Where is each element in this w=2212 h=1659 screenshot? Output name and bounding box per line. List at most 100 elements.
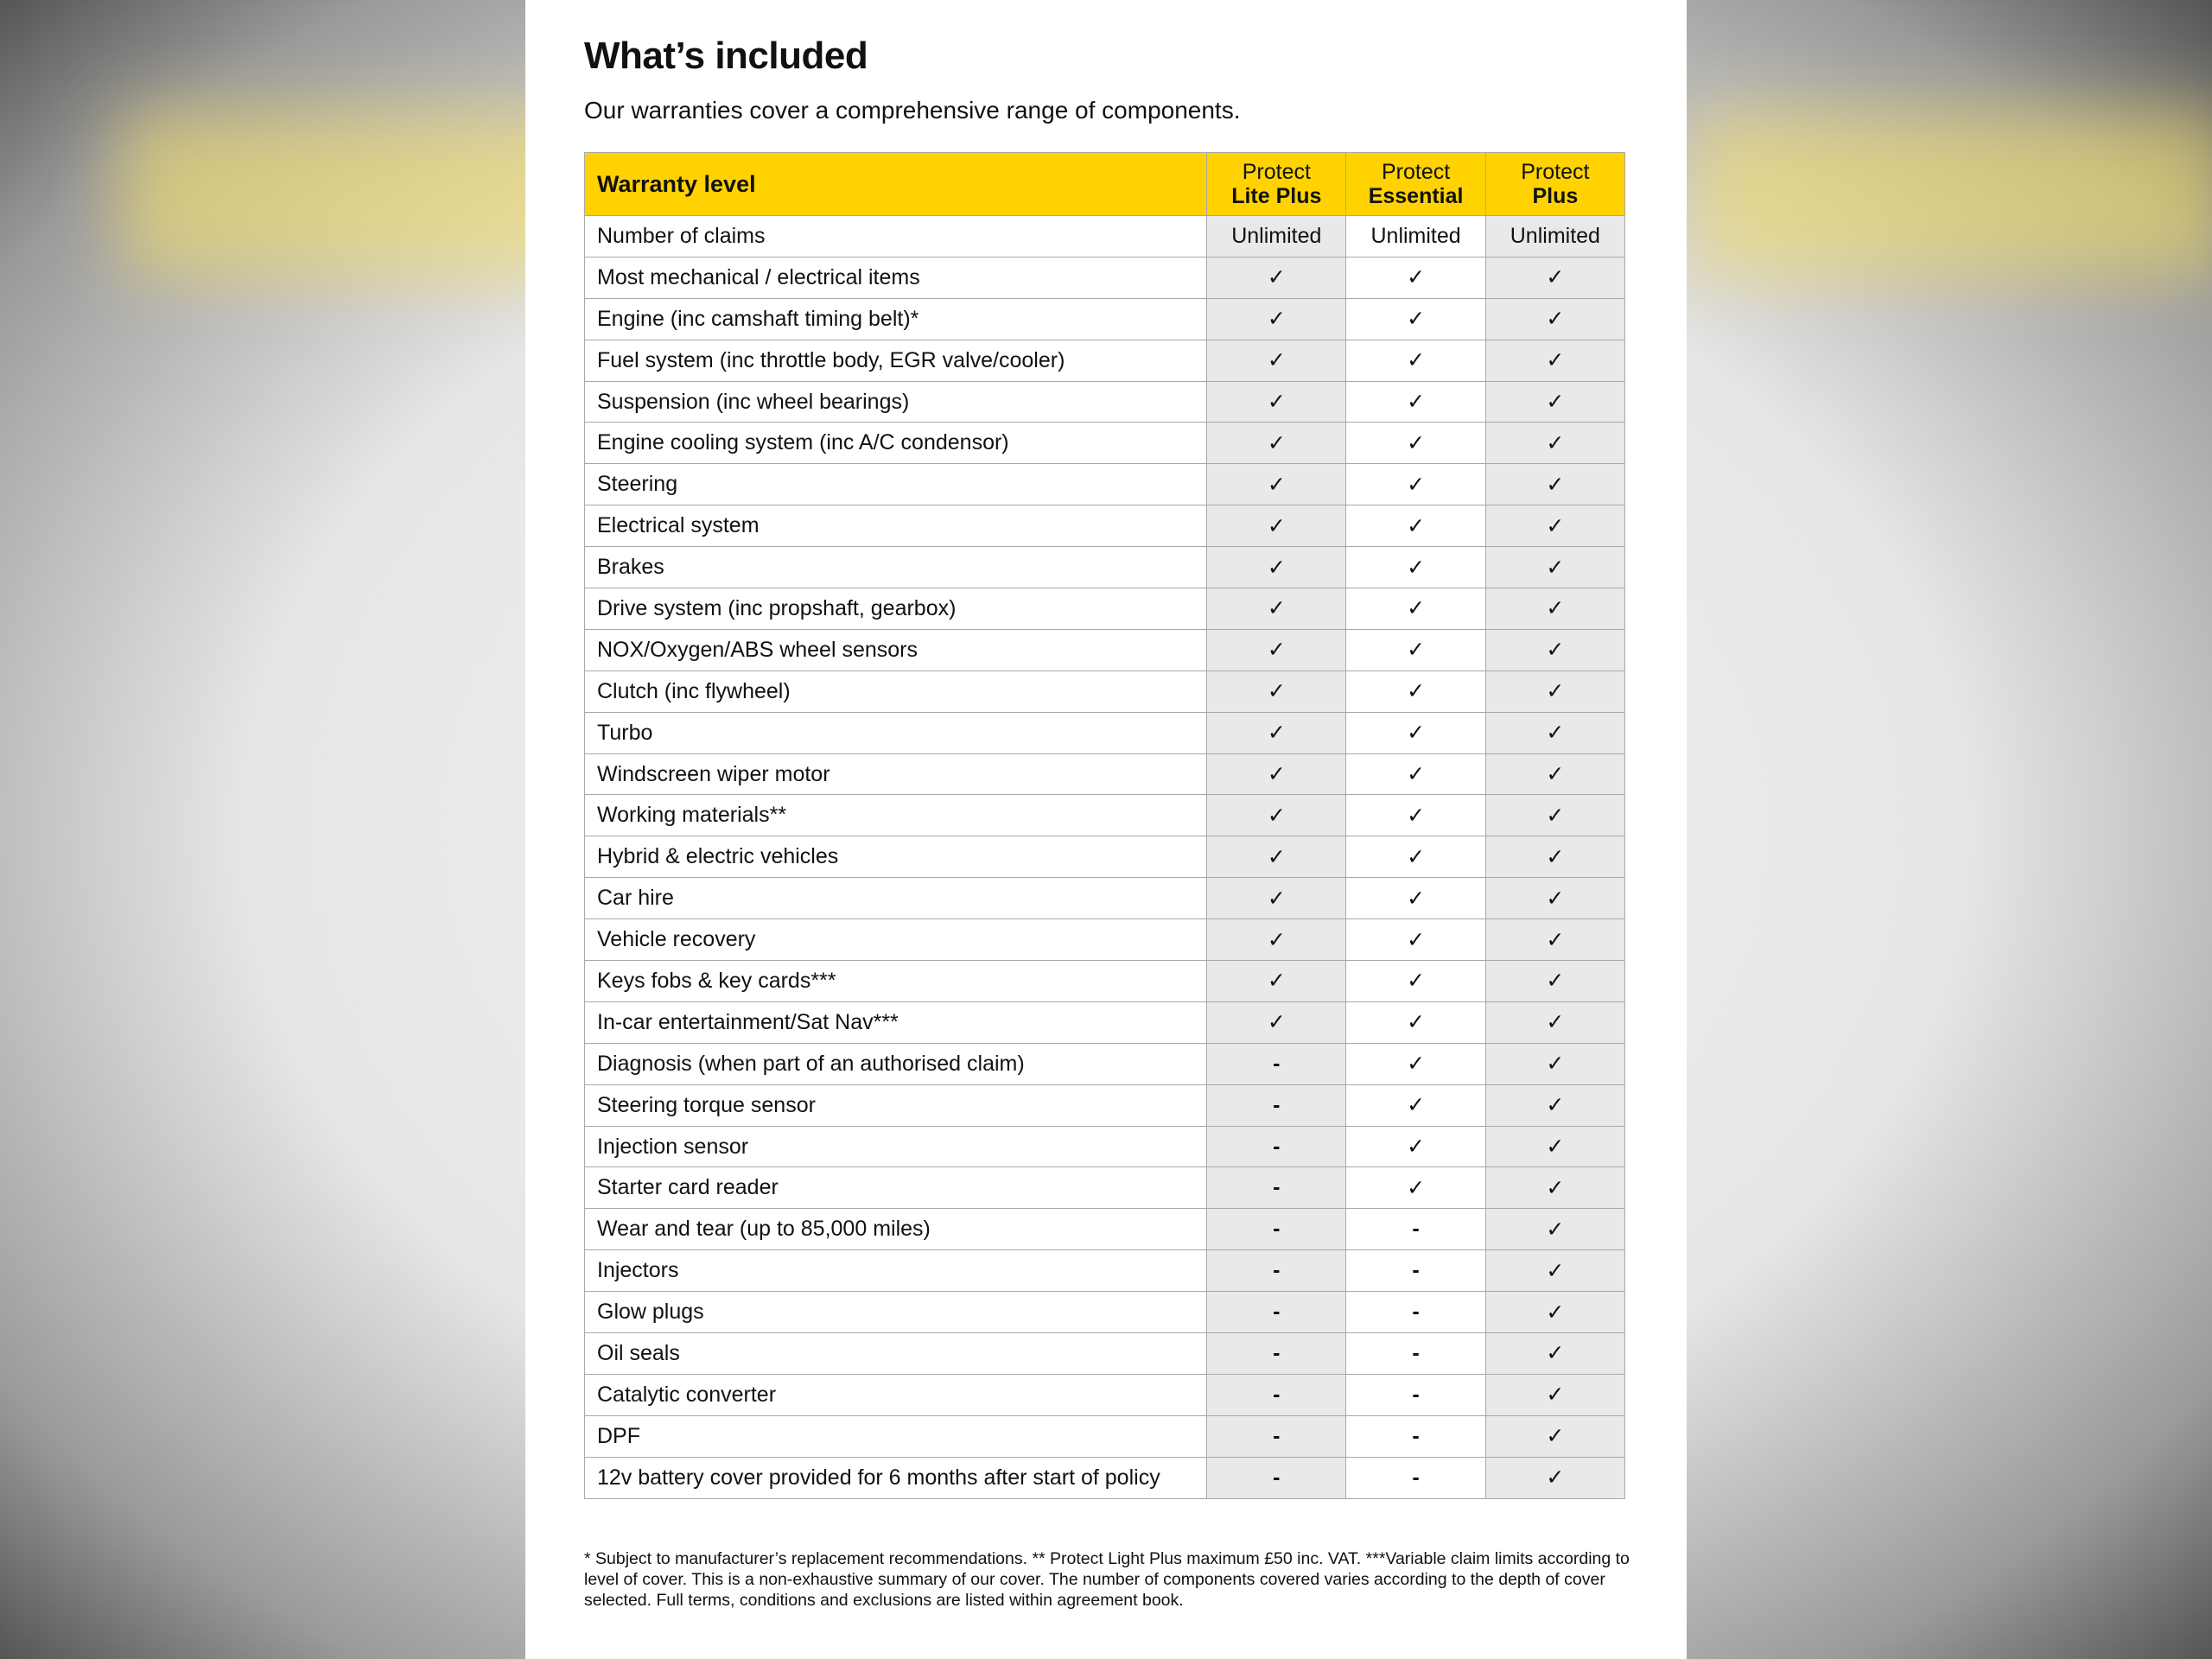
check-icon: ✓ [1484, 546, 1626, 589]
table-row: Fuel system (inc throttle body, EGR valv… [583, 339, 1626, 382]
check-icon: ✓ [1484, 1084, 1626, 1127]
row-label: Injectors [583, 1249, 1208, 1293]
row-label: In-car entertainment/Sat Nav*** [583, 1001, 1208, 1044]
check-icon: ✓ [1484, 1414, 1626, 1458]
check-icon: ✓ [1484, 1166, 1626, 1210]
table-row: DPF - - ✓ [583, 1414, 1626, 1458]
row-label: Glow plugs [583, 1291, 1208, 1334]
check-icon: ✓ [1484, 297, 1626, 340]
check-icon: ✓ [1484, 1208, 1626, 1251]
not-included-dash: - [1206, 1125, 1347, 1168]
check-icon: ✓ [1206, 794, 1347, 837]
check-icon: ✓ [1345, 1166, 1486, 1210]
table-row: Steering torque sensor - ✓ ✓ [583, 1084, 1626, 1127]
table-row: Most mechanical / electrical items ✓ ✓ ✓ [583, 256, 1626, 299]
cell-value: Unlimited [1484, 215, 1626, 257]
row-label: DPF [583, 1414, 1208, 1458]
row-label: Fuel system (inc throttle body, EGR valv… [583, 339, 1208, 382]
row-label: Wear and tear (up to 85,000 miles) [583, 1208, 1208, 1251]
check-icon: ✓ [1345, 463, 1486, 506]
check-icon: ✓ [1484, 960, 1626, 1002]
check-icon: ✓ [1206, 463, 1347, 506]
check-icon: ✓ [1484, 1001, 1626, 1044]
not-included-dash: - [1345, 1456, 1486, 1499]
check-icon: ✓ [1345, 546, 1486, 589]
row-label: Drive system (inc propshaft, gearbox) [583, 588, 1208, 630]
row-label: Starter card reader [583, 1166, 1208, 1210]
check-icon: ✓ [1345, 711, 1486, 754]
table-row: NOX/Oxygen/ABS wheel sensors ✓ ✓ ✓ [583, 628, 1626, 671]
check-icon: ✓ [1484, 339, 1626, 382]
plan-prefix: Protect [1381, 160, 1451, 184]
table-row: Engine (inc camshaft timing belt)* ✓ ✓ ✓ [583, 297, 1626, 340]
table-row: Drive system (inc propshaft, gearbox) ✓ ✓ ✓ [583, 588, 1626, 630]
header-plan-plus: Protect Plus [1484, 152, 1626, 216]
row-label: Most mechanical / electrical items [583, 256, 1208, 299]
not-included-dash: - [1206, 1373, 1347, 1416]
page-subtitle: Our warranties cover a comprehensive ran… [584, 97, 1241, 124]
check-icon: ✓ [1206, 918, 1347, 962]
row-label: Turbo [583, 711, 1208, 754]
check-icon: ✓ [1345, 753, 1486, 796]
row-label: 12v battery cover provided for 6 months … [583, 1456, 1208, 1499]
check-icon: ✓ [1345, 670, 1486, 713]
check-icon: ✓ [1345, 1042, 1486, 1085]
not-included-dash: - [1206, 1208, 1347, 1251]
check-icon: ✓ [1345, 1084, 1486, 1127]
row-label: Keys fobs & key cards*** [583, 960, 1208, 1002]
plan-name: Essential [1368, 184, 1464, 208]
table-row: Wear and tear (up to 85,000 miles) - - ✓ [583, 1208, 1626, 1251]
check-icon: ✓ [1484, 1125, 1626, 1168]
table-row: In-car entertainment/Sat Nav*** ✓ ✓ ✓ [583, 1001, 1626, 1044]
check-icon: ✓ [1206, 836, 1347, 879]
header-plan-essential: Protect Essential [1345, 152, 1486, 216]
row-label: Windscreen wiper motor [583, 753, 1208, 796]
table-header-row: Warranty level Protect Lite Plus Protect E… [583, 152, 1626, 216]
table-row: Number of claims Unlimited Unlimited Unlimi… [583, 215, 1626, 257]
check-icon: ✓ [1345, 794, 1486, 837]
check-icon: ✓ [1484, 380, 1626, 423]
check-icon: ✓ [1206, 588, 1347, 630]
table-row: Electrical system ✓ ✓ ✓ [583, 505, 1626, 548]
not-included-dash: - [1206, 1084, 1347, 1127]
check-icon: ✓ [1206, 339, 1347, 382]
table-row: Windscreen wiper motor ✓ ✓ ✓ [583, 753, 1626, 796]
not-included-dash: - [1206, 1166, 1347, 1210]
row-label: Number of claims [583, 215, 1208, 257]
check-icon: ✓ [1484, 877, 1626, 920]
table-row: Keys fobs & key cards*** ✓ ✓ ✓ [583, 960, 1626, 1002]
header-warranty-level: Warranty level [583, 152, 1208, 216]
check-icon: ✓ [1484, 422, 1626, 465]
check-icon: ✓ [1206, 960, 1347, 1002]
row-label: Diagnosis (when part of an authorised cl… [583, 1042, 1208, 1085]
check-icon: ✓ [1345, 505, 1486, 548]
check-icon: ✓ [1484, 505, 1626, 548]
row-label: Steering torque sensor [583, 1084, 1208, 1127]
plan-prefix: Protect [1242, 160, 1311, 184]
table-row: Steering ✓ ✓ ✓ [583, 463, 1626, 506]
row-label: Vehicle recovery [583, 918, 1208, 962]
header-plan-lite-plus: Protect Lite Plus [1206, 152, 1347, 216]
check-icon: ✓ [1345, 339, 1486, 382]
table-row: Starter card reader - ✓ ✓ [583, 1166, 1626, 1210]
table-row: Brakes ✓ ✓ ✓ [583, 546, 1626, 589]
check-icon: ✓ [1345, 836, 1486, 879]
row-label: Engine cooling system (inc A/C condensor… [583, 422, 1208, 465]
check-icon: ✓ [1206, 670, 1347, 713]
check-icon: ✓ [1484, 836, 1626, 879]
table-row: Suspension (inc wheel bearings) ✓ ✓ ✓ [583, 380, 1626, 423]
table-row: Injectors - - ✓ [583, 1249, 1626, 1293]
warranty-comparison-table: Warranty level Protect Lite Plus Protect E… [583, 152, 1626, 1499]
not-included-dash: - [1345, 1249, 1486, 1293]
row-label: Brakes [583, 546, 1208, 589]
check-icon: ✓ [1484, 1332, 1626, 1375]
page-title: What’s included [584, 35, 868, 77]
check-icon: ✓ [1345, 1001, 1486, 1044]
table-row: Catalytic converter - - ✓ [583, 1373, 1626, 1416]
check-icon: ✓ [1206, 422, 1347, 465]
check-icon: ✓ [1206, 877, 1347, 920]
table-row: Clutch (inc flywheel) ✓ ✓ ✓ [583, 670, 1626, 713]
check-icon: ✓ [1345, 1125, 1486, 1168]
table-row: Engine cooling system (inc A/C condensor… [583, 422, 1626, 465]
not-included-dash: - [1206, 1291, 1347, 1334]
